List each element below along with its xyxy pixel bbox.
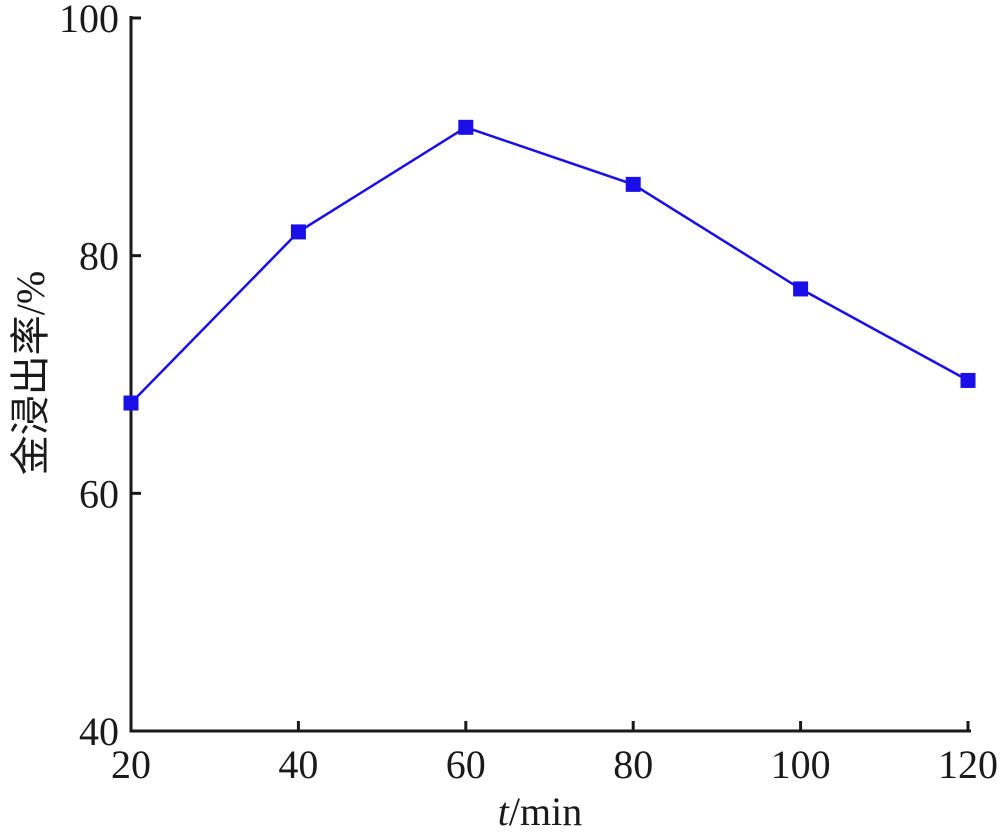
series-layer — [123, 119, 976, 411]
data-point-120 — [960, 372, 976, 388]
x-tick-label-40: 40 — [278, 742, 318, 787]
x-axis-title: t/min — [498, 789, 582, 833]
x-tick-label-120: 120 — [938, 742, 998, 787]
x-axis-title-unit: /min — [509, 789, 582, 833]
series-line-0 — [130, 125, 969, 404]
x-tick-label-20: 20 — [111, 742, 151, 787]
y-axis-ticks: 40 60 80 100 — [59, 0, 141, 754]
x-tick-label-80: 80 — [613, 742, 653, 787]
y-tick-label-100: 100 — [59, 0, 119, 41]
x-axis-title-variable: t — [498, 789, 510, 833]
y-axis-title: 金浸出率/% — [8, 271, 53, 475]
x-tick-label-100: 100 — [771, 742, 831, 787]
y-tick-label-80: 80 — [79, 234, 119, 279]
data-point-60 — [458, 119, 474, 135]
x-axis-ticks: 20 40 60 80 100 120 — [111, 721, 998, 787]
y-tick-label-60: 60 — [79, 471, 119, 516]
data-point-100 — [793, 281, 809, 297]
x-tick-label-60: 60 — [446, 742, 486, 787]
data-point-80 — [625, 176, 641, 192]
y-tick-label-40: 40 — [79, 709, 119, 754]
data-point-40 — [290, 224, 306, 240]
data-point-20 — [123, 395, 139, 411]
